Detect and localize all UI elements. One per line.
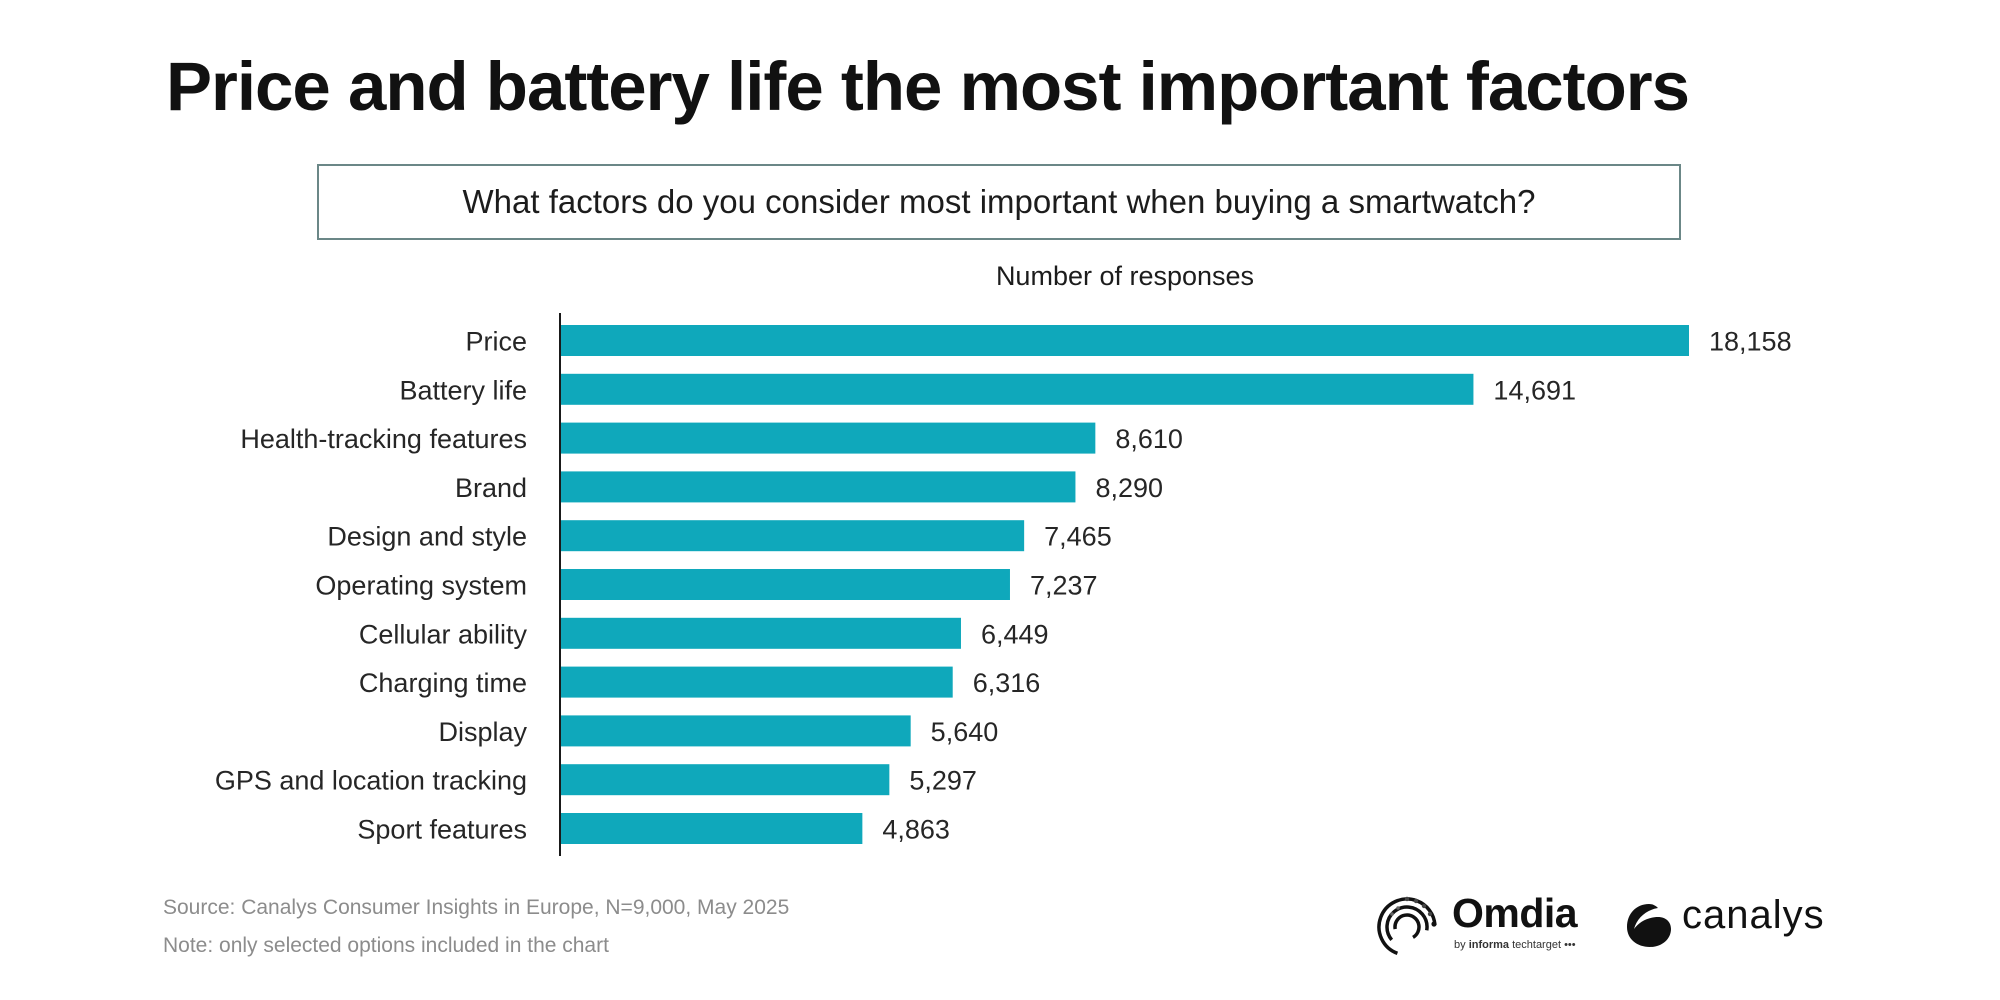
value-label: 6,316 [973, 668, 1041, 698]
bar-gps-and-location-tracking [560, 764, 890, 796]
category-label: Display [438, 717, 527, 747]
bar-charging-time [560, 666, 953, 698]
bar-price [560, 325, 1689, 356]
source-notes: Source: Canalys Consumer Insights in Eur… [163, 889, 789, 965]
survey-question: What factors do you consider most import… [462, 183, 1536, 220]
category-label: Battery life [399, 375, 527, 405]
bar-battery-life [560, 373, 1474, 405]
question-box: What factors do you consider most import… [317, 164, 1681, 240]
omdia-tagline: by informa techtarget ••• [1454, 938, 1576, 952]
value-label: 5,297 [909, 766, 977, 796]
omdia-logo-text: Omdia [1452, 890, 1578, 936]
bar-brand [560, 471, 1076, 503]
category-label: Operating system [315, 571, 527, 601]
bars-group [560, 325, 1689, 844]
value-label: 8,290 [1095, 473, 1163, 503]
value-label: 7,237 [1030, 571, 1098, 601]
category-label: GPS and location tracking [215, 766, 527, 796]
bar-design-and-style [560, 520, 1025, 552]
value-label: 18,158 [1709, 327, 1792, 357]
omdia-logo-icon [1377, 896, 1437, 957]
category-label: Brand [455, 473, 527, 503]
bar-operating-system [560, 569, 1010, 600]
source-text: Source: Canalys Consumer Insights in Eur… [163, 896, 790, 919]
category-label: Health-tracking features [240, 424, 527, 454]
category-label: Design and style [327, 522, 527, 552]
axis-title: Number of responses [995, 261, 1255, 291]
canalys-logo-text: canalys [1682, 893, 1825, 937]
value-label: 14,691 [1493, 375, 1576, 405]
category-label: Price [465, 327, 527, 357]
category-label: Charging time [359, 668, 527, 698]
bar-cellular-ability [560, 617, 961, 649]
bar-display [560, 715, 911, 747]
logos: Omdia by informa techtarget ••• canalys [1370, 888, 1850, 968]
omdia-tagline-prefix: by [1454, 939, 1466, 951]
bar-health-tracking-features [560, 422, 1096, 454]
value-label: 7,465 [1044, 522, 1112, 552]
canalys-logo-icon [1627, 904, 1671, 947]
category-label: Sport features [357, 815, 527, 845]
value-label: 8,610 [1115, 424, 1183, 454]
omdia-tagline-suffix: techtarget ••• [1512, 939, 1576, 951]
category-labels-group: Price Battery life Health-tracking feature… [215, 327, 528, 845]
value-label: 4,863 [882, 815, 950, 845]
value-label: 5,640 [931, 717, 999, 747]
chart-title: Price and battery life the most importan… [166, 48, 1690, 125]
omdia-tagline-brand: informa [1468, 939, 1510, 951]
bar-sport-features [560, 813, 863, 844]
value-labels-group: 18,158 14,691 8,610 8,290 7,465 7,237 6,449 6,3… [882, 327, 1791, 845]
category-label: Cellular ability [359, 619, 528, 649]
note-text: Note: only selected options included in … [163, 934, 609, 957]
value-label: 6,449 [981, 619, 1049, 649]
